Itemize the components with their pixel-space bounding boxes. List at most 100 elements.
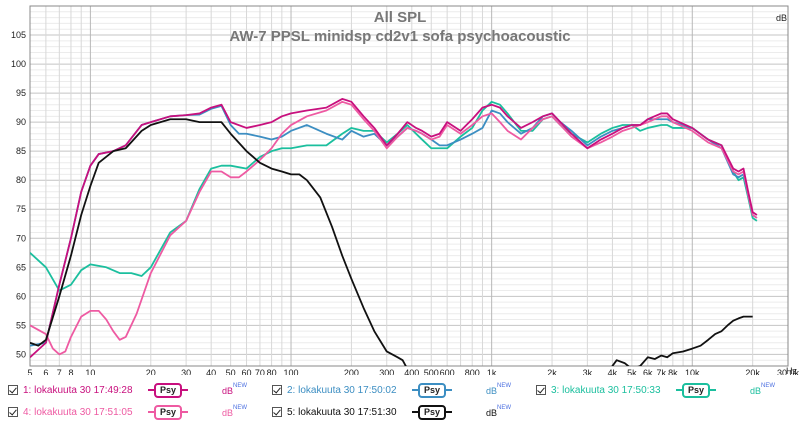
x-tick-label: 1k (487, 368, 497, 375)
y-tick-label: 60 (16, 291, 26, 301)
psy-smoothing-button[interactable]: Psy (676, 381, 717, 399)
y-axis-ticks: 50 55 60 65 70 75 80 85 90 95 100 105 (11, 30, 26, 359)
x-tick-label: 600 (440, 368, 455, 375)
db-label: dB (486, 386, 498, 396)
x-tick-label: 6k (643, 368, 653, 375)
db-new-button[interactable]: dBNEW (222, 381, 247, 399)
y-tick-label: 50 (16, 349, 26, 359)
x-tick-label: 20k (745, 368, 760, 375)
psy-label: Psy (682, 382, 711, 398)
x-tick-label: 8k (668, 368, 678, 375)
legend-label: 5: lokakuuta 30 17:51:30 (287, 406, 397, 418)
series-line-4 (30, 100, 758, 356)
x-tick-label: 70 (255, 368, 265, 375)
x-tick-label: 5 (27, 368, 32, 375)
series-line-6 (611, 315, 753, 366)
db-new-button[interactable]: dBNEW (486, 403, 511, 421)
x-tick-label: 5k (627, 368, 637, 375)
series-line-3 (30, 100, 758, 292)
psy-smoothing-button[interactable]: Psy (148, 381, 189, 399)
legend-label: 4: lokakuuta 30 17:51:05 (23, 406, 133, 418)
x-tick-label: 2k (547, 368, 557, 375)
y-tick-label: 105 (11, 30, 26, 40)
psy-label: Psy (418, 382, 447, 398)
psy-smoothing-button[interactable]: Psy (412, 403, 453, 421)
db-label: dB (486, 408, 498, 418)
y-tick-label: 95 (16, 88, 26, 98)
legend-label: 3: lokakuuta 30 17:50:33 (551, 384, 661, 396)
new-superscript: NEW (233, 383, 248, 389)
db-label: dB (750, 386, 762, 396)
y-tick-label: 55 (16, 320, 26, 330)
legend-item[interactable]: 3: lokakuuta 30 17:50:33 (536, 381, 661, 399)
y-tick-label: 80 (16, 175, 26, 185)
x-tick-label: 40 (206, 368, 216, 375)
new-superscript: NEW (233, 405, 248, 411)
db-new-button[interactable]: dBNEW (486, 381, 511, 399)
x-tick-label: 500 (424, 368, 439, 375)
psy-smoothing-button[interactable]: Psy (412, 381, 453, 399)
legend-item[interactable]: 4: lokakuuta 30 17:51:05 (8, 403, 133, 421)
legend-checkbox[interactable] (8, 385, 18, 395)
chart-series (30, 98, 758, 366)
x-axis-unit: Hz (786, 366, 797, 375)
chart-title: All SPL (374, 9, 427, 26)
x-tick-label: 400 (404, 368, 419, 375)
y-tick-label: 100 (11, 59, 26, 69)
legend-line-swatch (446, 389, 453, 391)
x-tick-label: 100 (284, 368, 299, 375)
psy-label: Psy (418, 404, 447, 420)
chart-subtitle: AW-7 PPSL minidsp cd2v1 sofa psychoacous… (229, 28, 570, 45)
y-tick-label: 90 (16, 117, 26, 127)
legend: 1: lokakuuta 30 17:49:28 Psy dBNEW 2: lokak… (0, 375, 800, 426)
x-tick-label: 50 (226, 368, 236, 375)
x-tick-label: 10 (85, 368, 95, 375)
x-tick-label: 4k (608, 368, 618, 375)
legend-line-swatch (710, 389, 717, 391)
new-superscript: NEW (497, 383, 512, 389)
legend-item[interactable]: 5: lokakuuta 30 17:51:30 (272, 403, 397, 421)
legend-line-swatch (446, 411, 453, 413)
psy-label: Psy (154, 404, 183, 420)
x-tick-label: 7 (57, 368, 62, 375)
psy-smoothing-button[interactable]: Psy (148, 403, 189, 421)
x-tick-label: 6 (43, 368, 48, 375)
x-tick-label: 80 (267, 368, 277, 375)
legend-checkbox[interactable] (536, 385, 546, 395)
x-tick-label: 7k (656, 368, 666, 375)
legend-line-swatch (412, 411, 418, 413)
x-tick-label: 20 (146, 368, 156, 375)
new-superscript: NEW (761, 383, 776, 389)
legend-line-swatch (182, 389, 189, 391)
legend-line-swatch (412, 389, 418, 391)
x-tick-label: 3k (583, 368, 593, 375)
x-tick-label: 30 (181, 368, 191, 375)
legend-checkbox[interactable] (8, 407, 18, 417)
y-tick-label: 75 (16, 204, 26, 214)
series-line-1 (30, 98, 758, 358)
legend-line-swatch (148, 389, 154, 391)
legend-item[interactable]: 2: lokakuuta 30 17:50:02 (272, 381, 397, 399)
y-axis-unit: dB (776, 13, 787, 23)
legend-checkbox[interactable] (272, 385, 282, 395)
db-new-button[interactable]: dBNEW (750, 381, 775, 399)
db-label: dB (222, 408, 234, 418)
db-label: dB (222, 386, 234, 396)
plot-frame (29, 5, 789, 367)
legend-item[interactable]: 1: lokakuuta 30 17:49:28 (8, 381, 133, 399)
legend-line-swatch (148, 411, 154, 413)
y-tick-label: 85 (16, 146, 26, 156)
x-tick-label: 60 (242, 368, 252, 375)
x-tick-label: 300 (379, 368, 394, 375)
x-tick-label: 800 (465, 368, 480, 375)
y-tick-label: 65 (16, 262, 26, 272)
series-line-5 (30, 118, 407, 366)
db-new-button[interactable]: dBNEW (222, 403, 247, 421)
legend-label: 1: lokakuuta 30 17:49:28 (23, 384, 133, 396)
x-tick-label: 30,0k (777, 368, 800, 375)
legend-label: 2: lokakuuta 30 17:50:02 (287, 384, 397, 396)
chart-grid (29, 5, 789, 367)
x-tick-label: 10k (685, 368, 700, 375)
legend-checkbox[interactable] (272, 407, 282, 417)
